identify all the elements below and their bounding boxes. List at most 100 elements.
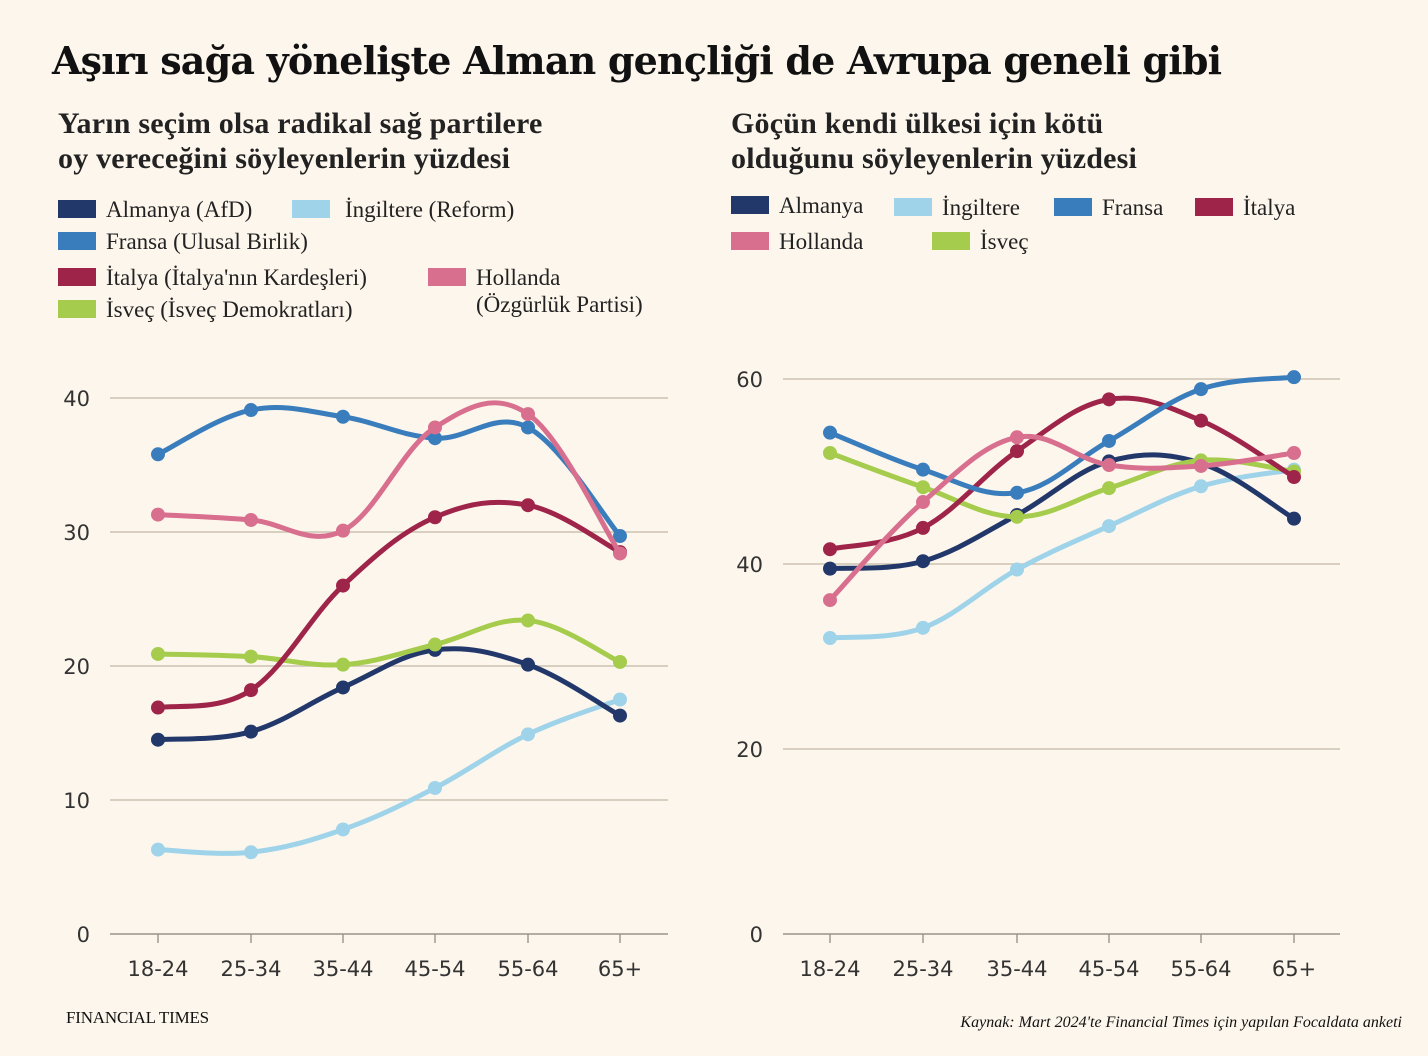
left-point-ingiltere-45-54 [428,780,442,795]
right-subtitle-line-1: Göçün kendi ülkesi için kötü [731,107,1104,140]
left-legend-item-ingiltere: İngiltere (Reform) [292,196,514,223]
legend-label: İsveç (İsveç Demokratları) [106,297,353,322]
right-legend-item-italya: İtalya [1195,194,1295,221]
left-point-almanya-55-64 [521,657,535,672]
right-y-tick-label: 60 [736,368,763,392]
right-point-fransa-35-44 [1010,485,1024,500]
right-point-almanya-25-34 [916,554,930,569]
legend-label: Almanya (AfD) [106,197,253,222]
right-x-tick-label: 35-44 [986,957,1047,981]
right-line-ingiltere [827,467,1297,641]
right-point-fransa-25-34 [916,462,930,477]
footer-brand: FINANCIAL TIMES [66,1008,209,1027]
right-y-tick-label: 0 [750,923,763,947]
legend-swatch-almanya [58,200,96,218]
left-point-fransa-25-34 [244,403,258,418]
right-point-ingiltere-55-64 [1194,479,1208,494]
left-point-ingiltere-65+ [613,692,627,707]
right-y-tick-label: 20 [736,738,763,762]
left-point-isvec-35-44 [336,657,350,672]
left-point-italya-55-64 [521,498,535,513]
right-point-italya-25-34 [916,520,930,535]
left-point-fransa-65+ [613,529,627,544]
left-series-italya [151,498,627,715]
left-y-tick-label: 30 [63,521,90,545]
left-series-hollanda [151,400,627,561]
right-series-fransa [823,370,1301,500]
left-point-hollanda-55-64 [521,407,535,422]
legend-swatch-hollanda [428,268,466,286]
left-line-italya [155,499,623,711]
right-x-tick-label: 25-34 [892,957,953,981]
right-point-hollanda-65+ [1287,446,1301,460]
right-line-fransa [827,374,1297,497]
left-x-tick-label: 45-54 [404,957,465,981]
left-subtitle-line-2: oy vereceğini söyleyenlerin yüzdesi [58,142,511,175]
right-point-fransa-18-24 [823,425,837,440]
right-point-italya-45-54 [1102,392,1116,407]
right-point-almanya-65+ [1287,511,1301,526]
left-legend-item-fransa: Fransa (Ulusal Birlik) [58,228,308,255]
left-point-fransa-55-64 [521,420,535,435]
legend-swatch-ingiltere [292,200,330,218]
left-point-hollanda-35-44 [336,523,350,538]
legend-swatch-italya [1195,198,1233,216]
legend-swatch-hollanda [731,232,769,250]
right-legend-item-hollanda: Hollanda [731,228,863,255]
legend-swatch-italya [58,268,96,286]
right-point-fransa-65+ [1287,370,1301,385]
left-x-tick-label: 65+ [598,957,642,981]
right-point-ingiltere-45-54 [1102,519,1116,534]
right-point-hollanda-25-34 [916,495,930,510]
left-point-fransa-45-54 [428,431,442,446]
left-x-tick-label: 35-44 [312,957,373,981]
left-point-italya-35-44 [336,578,350,593]
left-point-isvec-55-64 [521,613,535,628]
left-legend-item-italya: İtalya (İtalya'nın Kardeşleri) [58,264,367,291]
right-point-hollanda-45-54 [1102,458,1116,473]
right-legend-item-isvec: İsveç [932,228,1029,255]
left-line-hollanda [155,400,623,556]
main-title: Aşırı sağa yönelişte Alman gençliği de A… [52,38,1222,83]
right-point-italya-55-64 [1194,413,1208,428]
legend-label: İngiltere (Reform) [345,197,515,222]
left-legend-item-isvec: İsveç (İsveç Demokratları) [58,296,353,323]
right-chart-subtitle: Göçün kendi ülkesi için kötü olduğunu sö… [731,106,1137,176]
right-point-fransa-45-54 [1102,433,1116,448]
right-line-chart: 0 20 40 60 18-24 25-34 35-44 45-54 55-64 65+ [736,368,1340,981]
left-legend-item-hollanda: Hollanda (Özgürlük Partisi) [428,264,643,318]
right-x-tick-label: 45-54 [1078,957,1139,981]
legend-swatch-isvec [932,232,970,250]
legend-label: Fransa (Ulusal Birlik) [106,229,308,254]
left-point-isvec-25-34 [244,649,258,664]
right-series-italya [823,392,1301,557]
legend-label: Hollanda (Özgürlük Partisi) [476,265,643,317]
left-point-ingiltere-18-24 [151,842,165,857]
left-x-tick-label: 18-24 [127,957,188,981]
legend-label: İtalya (İtalya'nın Kardeşleri) [106,265,367,290]
right-x-tick-label: 55-64 [1170,957,1231,981]
left-line-fransa [155,405,623,539]
right-subtitle-line-2: olduğunu söyleyenlerin yüzdesi [731,142,1138,175]
right-point-ingiltere-18-24 [823,631,837,645]
legend-label: İsveç [980,229,1029,254]
legend-label: Almanya [779,193,864,218]
left-point-isvec-65+ [613,654,627,669]
left-point-italya-18-24 [151,700,165,715]
left-point-isvec-18-24 [151,646,165,661]
right-point-hollanda-35-44 [1010,430,1024,445]
right-point-isvec-25-34 [916,480,930,495]
right-y-tick-label: 40 [736,553,763,577]
footer-source: Kaynak: Mart 2024'te Financial Times içi… [960,1014,1402,1031]
right-point-italya-35-44 [1010,444,1024,459]
left-point-almanya-35-44 [336,680,350,695]
right-point-ingiltere-25-34 [916,620,930,635]
legend-label: İngiltere [942,195,1020,220]
legend-swatch-almanya [731,196,769,214]
left-series-isvec [151,613,627,672]
left-point-isvec-45-54 [428,637,442,652]
right-series-ingiltere [823,462,1301,645]
left-point-italya-25-34 [244,683,258,698]
legend-label: Fransa [1102,195,1164,220]
